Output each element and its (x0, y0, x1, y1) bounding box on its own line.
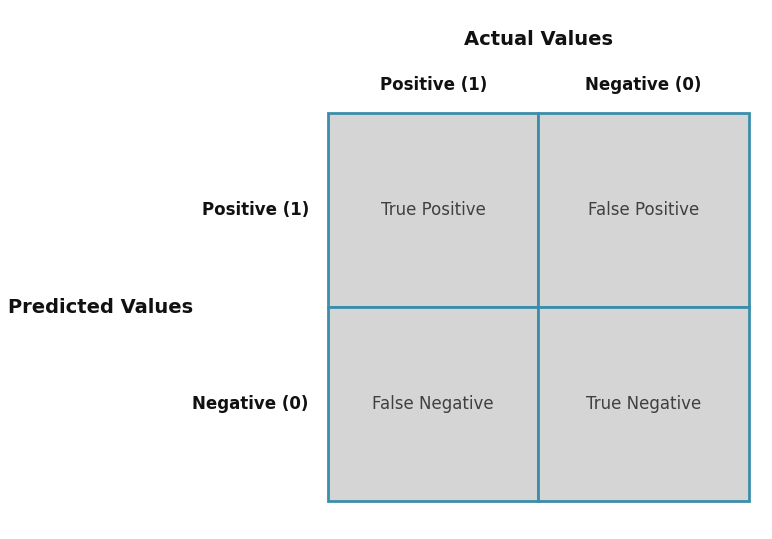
Bar (539, 113, 749, 307)
Text: Positive (1): Positive (1) (201, 201, 309, 219)
Bar (539, 307, 749, 501)
Text: False Negative: False Negative (372, 395, 494, 413)
Text: Predicted Values: Predicted Values (8, 298, 193, 317)
Bar (328, 113, 539, 307)
Text: True Positive: True Positive (381, 201, 486, 219)
Bar (328, 307, 539, 501)
Text: Actual Values: Actual Values (464, 30, 613, 49)
Text: Positive (1): Positive (1) (380, 77, 487, 94)
Text: True Negative: True Negative (586, 395, 701, 413)
Text: False Positive: False Positive (588, 201, 699, 219)
Text: Negative (0): Negative (0) (585, 77, 702, 94)
Text: Negative (0): Negative (0) (192, 395, 309, 413)
